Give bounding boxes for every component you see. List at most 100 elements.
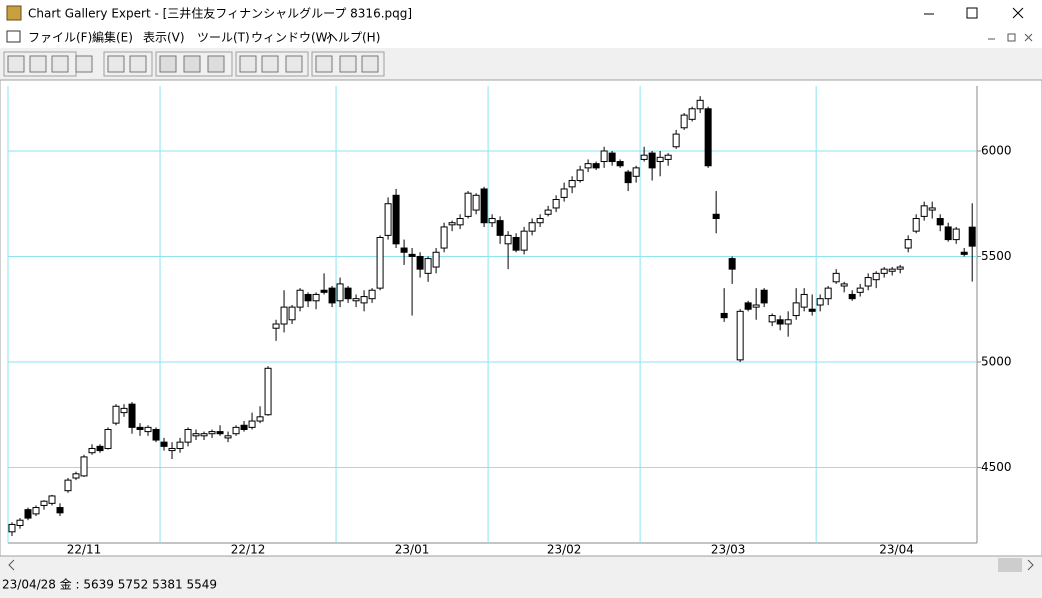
candle-body: [336, 283, 344, 302]
candle-body: [16, 519, 24, 526]
candle-body: [872, 272, 880, 281]
toolbar-button[interactable]: [75, 55, 93, 73]
candle-body: [800, 293, 808, 308]
x-tick-label: 22/11: [67, 543, 102, 557]
candle-body: [376, 236, 384, 289]
toolbar-button[interactable]: [129, 55, 147, 73]
toolbar-button[interactable]: [183, 55, 201, 73]
scroll-right[interactable]: [1027, 559, 1034, 571]
candle-body: [944, 226, 952, 241]
status-bar: 23/04/28 金 : 5639 5752 5381 5549: [2, 577, 217, 592]
toolbar-button[interactable]: [159, 55, 177, 73]
candle-body: [528, 222, 536, 232]
toolbar-button[interactable]: [285, 55, 303, 73]
candle-body: [144, 426, 152, 433]
candle-body: [768, 315, 776, 323]
candle-body: [784, 319, 792, 325]
candle-body: [280, 306, 288, 325]
candle-body: [120, 407, 128, 414]
candle-body: [248, 420, 256, 428]
menu-item[interactable]: ウィンドウ(W): [251, 31, 332, 45]
candle-body: [128, 403, 136, 428]
scroll-left[interactable]: [8, 559, 15, 571]
candle-body: [408, 253, 416, 257]
candle-body: [592, 163, 600, 169]
candle-body: [752, 304, 760, 308]
candle-body: [48, 495, 56, 504]
toolbar-button[interactable]: [239, 55, 257, 73]
close-button[interactable]: [1012, 7, 1024, 19]
candle-body: [864, 277, 872, 287]
candle-body: [728, 258, 736, 270]
toolbar-button[interactable]: [29, 55, 47, 73]
candle-body: [952, 228, 960, 241]
toolbar-button[interactable]: [339, 55, 357, 73]
candle-body: [328, 287, 336, 304]
menu-item[interactable]: 表示(V): [143, 31, 185, 45]
candle-body: [664, 154, 672, 160]
app-icon: [6, 5, 22, 21]
candle-body: [640, 154, 648, 160]
candle-body: [168, 447, 176, 452]
candle-body: [96, 445, 104, 452]
candle-body: [488, 218, 496, 224]
candle-body: [80, 456, 88, 477]
y-tick-label: 6000: [981, 143, 1012, 157]
candle-body: [152, 428, 160, 441]
candle-body: [832, 272, 840, 283]
maximize-button[interactable]: [966, 7, 978, 19]
toolbar-button[interactable]: [315, 55, 333, 73]
toolbar-button[interactable]: [261, 55, 279, 73]
candle-body: [840, 283, 848, 287]
y-tick-label: 5500: [981, 249, 1012, 263]
chart-panel: [0, 79, 1042, 557]
candle-body: [808, 308, 816, 312]
menu-item[interactable]: ツール(T): [197, 31, 250, 45]
candle-body: [352, 298, 360, 302]
candle-body: [960, 251, 968, 255]
horizontal-scrollbar[interactable]: [0, 557, 1042, 573]
toolbar-button[interactable]: [107, 55, 125, 73]
candle-body: [600, 150, 608, 163]
candle-body: [512, 236, 520, 251]
candle-body: [496, 220, 504, 236]
candle-body: [824, 287, 832, 300]
menu-bar: [0, 28, 1042, 48]
candle-body: [464, 192, 472, 217]
toolbar-button[interactable]: [361, 55, 379, 73]
candle-body: [704, 108, 712, 167]
menu-item[interactable]: ヘルプ(H): [326, 31, 380, 45]
toolbar-button[interactable]: [51, 55, 69, 73]
mdi-close[interactable]: [1024, 33, 1033, 42]
candle-body: [776, 319, 784, 325]
candle-body: [928, 207, 936, 211]
candle-body: [632, 167, 640, 177]
candle-body: [312, 293, 320, 302]
candle-body: [696, 99, 704, 110]
candle-body: [760, 289, 768, 304]
candle-body: [112, 405, 120, 424]
candle-body: [648, 152, 656, 169]
plot: [7, 86, 977, 543]
candle-body: [712, 213, 720, 220]
toolbar-button[interactable]: [207, 55, 225, 73]
toolbar-button[interactable]: [7, 55, 25, 73]
candle-body: [184, 428, 192, 443]
candle-body: [440, 226, 448, 249]
candle-body: [536, 218, 544, 224]
x-tick-label: 23/03: [711, 543, 746, 557]
candle-body: [272, 323, 280, 329]
candle-body: [912, 218, 920, 232]
candle-body: [40, 500, 48, 506]
scroll-thumb[interactable]: [998, 558, 1022, 572]
candle-body: [8, 523, 16, 533]
candle-body: [848, 293, 856, 300]
candle-body: [656, 156, 664, 163]
menu-item[interactable]: ファイル(F): [28, 31, 92, 45]
candle-body: [448, 222, 456, 226]
menu-item[interactable]: 編集(E): [92, 30, 133, 45]
candle-body: [304, 293, 312, 302]
candle-body: [424, 258, 432, 274]
mdi-restore[interactable]: [1007, 33, 1016, 42]
